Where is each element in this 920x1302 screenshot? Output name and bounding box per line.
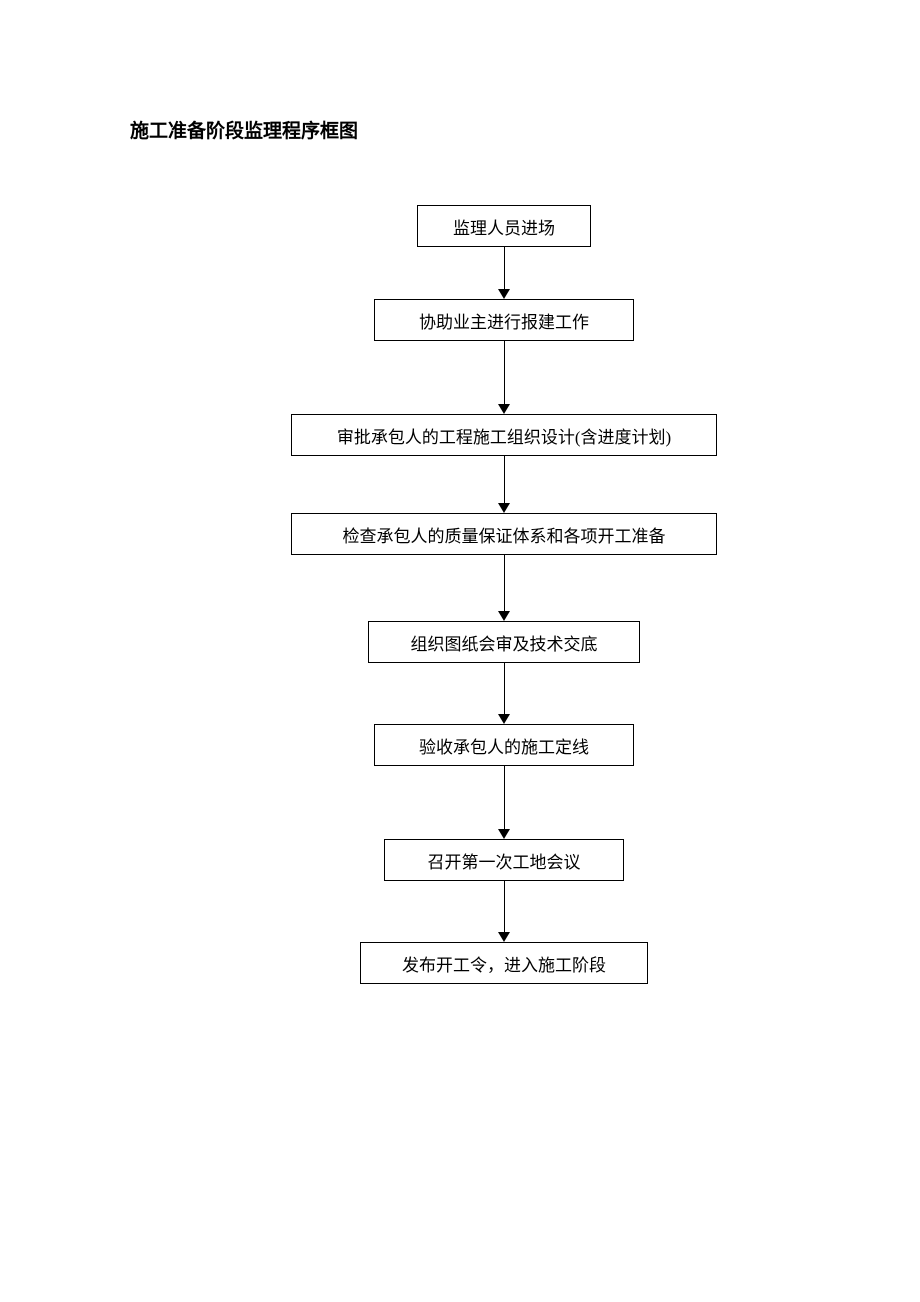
flowchart-node-label: 审批承包人的工程施工组织设计(含进度计划) xyxy=(337,423,671,448)
flowchart-edge xyxy=(504,555,506,612)
flowchart-node-label: 验收承包人的施工定线 xyxy=(419,733,589,758)
flowchart-edge xyxy=(504,341,506,405)
flowchart-node: 发布开工令，进入施工阶段 xyxy=(360,942,648,984)
arrow-down-icon xyxy=(498,829,510,839)
flowchart-node-label: 监理人员进场 xyxy=(453,214,555,239)
arrow-down-icon xyxy=(498,503,510,513)
arrow-down-icon xyxy=(498,404,510,414)
flowchart-node-label: 发布开工令，进入施工阶段 xyxy=(402,951,606,976)
arrow-down-icon xyxy=(498,714,510,724)
flowchart-node: 召开第一次工地会议 xyxy=(384,839,624,881)
flowchart-node: 监理人员进场 xyxy=(417,205,591,247)
flowchart-node: 审批承包人的工程施工组织设计(含进度计划) xyxy=(291,414,717,456)
flowchart-node-label: 召开第一次工地会议 xyxy=(428,848,581,873)
page-title: 施工准备阶段监理程序框图 xyxy=(130,116,358,143)
flowchart-node: 验收承包人的施工定线 xyxy=(374,724,634,766)
flowchart-edge xyxy=(504,456,506,504)
arrow-down-icon xyxy=(498,289,510,299)
flowchart-edge xyxy=(504,766,506,830)
flowchart-edge xyxy=(504,881,506,933)
arrow-down-icon xyxy=(498,932,510,942)
flowchart-node: 检查承包人的质量保证体系和各项开工准备 xyxy=(291,513,717,555)
flowchart-node-label: 组织图纸会审及技术交底 xyxy=(411,630,598,655)
flowchart-node: 协助业主进行报建工作 xyxy=(374,299,634,341)
flowchart-node-label: 检查承包人的质量保证体系和各项开工准备 xyxy=(343,522,666,547)
arrow-down-icon xyxy=(498,611,510,621)
flowchart-node-label: 协助业主进行报建工作 xyxy=(419,308,589,333)
flowchart-edge xyxy=(504,247,506,290)
flowchart-node: 组织图纸会审及技术交底 xyxy=(368,621,640,663)
flowchart-edge xyxy=(504,663,506,715)
